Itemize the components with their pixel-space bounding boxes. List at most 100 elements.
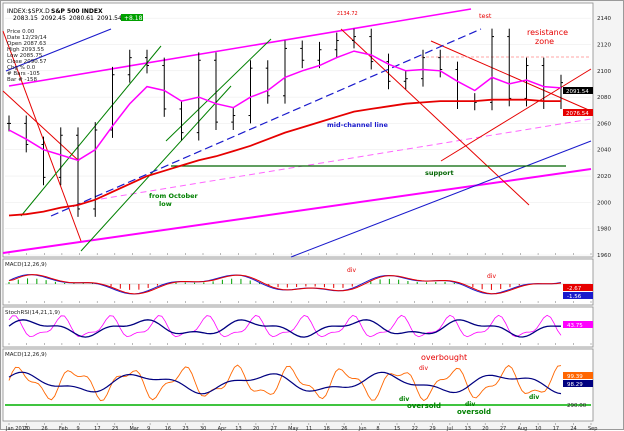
high-price: 2092.45 — [41, 15, 66, 22]
div-a-label: div — [419, 365, 428, 372]
x-tick-label: 23 — [112, 426, 118, 431]
ma-price-tag — [563, 109, 593, 116]
mid-channel-label: mid-channel line — [327, 121, 388, 129]
info-box: Price 0.00 Date 12/29/14 Open 2087.63 Hi… — [7, 29, 47, 83]
dashed-mid-line — [100, 118, 592, 200]
symbol-label: INDEX:$SPX.D — [7, 8, 50, 15]
support-label: support — [425, 169, 454, 177]
macd1-value: -2.67 — [567, 286, 582, 292]
macd-panel — [2, 258, 594, 306]
stochrsi-panel — [2, 306, 594, 348]
stoch-tag — [563, 321, 593, 328]
x-tick-label: 17 — [94, 426, 100, 431]
info-line: Open 2087.63 — [7, 41, 47, 47]
last-price-tag-text: 2091.54 — [566, 89, 589, 95]
from-october-label: from October — [149, 192, 199, 200]
div-d-label: div — [529, 394, 539, 401]
red-support-up — [440, 68, 592, 162]
x-tick-label: 17 — [553, 426, 559, 431]
x-tick-label: 9 — [147, 426, 150, 431]
y-tick-label: 1980 — [597, 227, 611, 233]
red-resistance-line — [340, 28, 530, 206]
oversold-a-label: oversold — [407, 402, 441, 410]
macd2-tag2 — [563, 380, 593, 387]
y-tick-label: 1960 — [597, 253, 611, 259]
x-tick-label: 15 — [394, 426, 400, 431]
stoch-value: 43.75 — [567, 323, 583, 329]
y-tick-label: 2060 — [597, 121, 611, 127]
green-trend-2 — [165, 38, 272, 142]
x-tick-label: Apr — [218, 426, 228, 431]
x-tick-label: 13 — [235, 426, 241, 431]
x-tick-label: 23 — [182, 426, 188, 431]
div-c-label: div — [465, 401, 475, 408]
test-label: test — [479, 12, 492, 20]
resistance-label: resistance — [527, 28, 568, 37]
y-tick-label: 2140 — [597, 16, 611, 22]
trend-lines — [2, 8, 592, 258]
x-tick-label: Aug — [517, 426, 527, 431]
macd1-signal — [8, 274, 562, 295]
macd1-tag2 — [563, 292, 593, 299]
ma-price-tag-text: 2076.54 — [566, 111, 589, 117]
info-line: Date 12/29/14 — [7, 35, 47, 41]
blue-lower-line — [290, 140, 592, 258]
grid — [5, 17, 591, 256]
info-line: Price 0.00 — [7, 29, 35, 35]
change-value: +8.18 — [124, 15, 143, 22]
zone-label: zone — [535, 37, 554, 46]
x-tick-label: Mar — [129, 426, 139, 431]
ma-fast-line — [8, 50, 562, 162]
y-tick-label: 2040 — [597, 148, 611, 154]
macd-div2-label: div — [487, 273, 496, 280]
x-tick-label: 26 — [341, 426, 347, 431]
x-tick-label: 20 — [482, 426, 488, 431]
blue-mid-channel-line — [50, 28, 482, 217]
x-tick-label: 22 — [412, 426, 418, 431]
red-resistance-down — [430, 40, 592, 112]
macd2-value: 99.39 — [567, 374, 583, 380]
open-price: 2083.15 — [13, 15, 38, 22]
y-axis: 1960 1980 2000 2020 2040 2060 2080 2100 2120 2140 — [597, 16, 611, 259]
green-trend-1 — [20, 45, 162, 217]
x-tick-label: 26 — [41, 426, 47, 431]
info-line: High 2093.55 — [7, 47, 45, 53]
info-line: Close 2090.57 — [7, 59, 47, 65]
x-tick-label: 20 — [24, 426, 30, 431]
x-tick-label: 27 — [500, 426, 506, 431]
x-tick-label: 29 — [429, 426, 435, 431]
x-tick-label: 9 — [77, 426, 80, 431]
x-tick-label: Jan 2015 — [5, 426, 28, 431]
overbought-label: overbought — [421, 353, 467, 362]
stoch-label: StochRSI(14,21,1,9) — [5, 310, 60, 316]
x-tick-label: 30 — [200, 426, 206, 431]
x-tick-label: 20 — [253, 426, 259, 431]
div-b-label: div — [399, 396, 409, 403]
lower-channel-line — [2, 168, 592, 254]
x-tick-label: 11 — [306, 426, 312, 431]
green-trend-3 — [80, 85, 232, 252]
info-line: Low 2085.75 — [7, 53, 43, 59]
ma-slow-line — [8, 98, 561, 217]
chart-title: S&P 500 INDEX — [51, 8, 103, 15]
macd2-signal — [8, 371, 562, 395]
macd2-line — [8, 364, 562, 402]
low-price: 2080.61 — [69, 15, 94, 22]
price-panel — [2, 2, 594, 258]
x-tick-label: May — [288, 426, 298, 431]
close-price: 2091.54 — [97, 15, 122, 22]
oversold-b-label: oversold — [457, 408, 491, 416]
top-value-label: 2134.72 — [337, 11, 358, 17]
x-tick-label: 13 — [465, 426, 471, 431]
y-tick-label: 2000 — [597, 200, 611, 206]
x-tick-label: Jul — [446, 426, 453, 431]
last-price-tag — [563, 87, 593, 94]
x-tick-label: Jun — [358, 426, 367, 431]
stoch-signal — [8, 319, 561, 338]
info-line: Bar # -158 — [7, 77, 37, 83]
macd1-label: MACD(12,26,9) — [5, 262, 47, 268]
x-tick-label: Feb — [59, 426, 68, 431]
